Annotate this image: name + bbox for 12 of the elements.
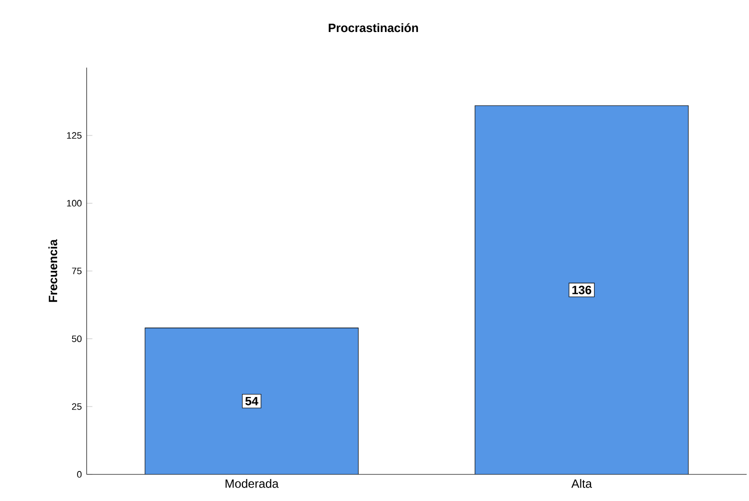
chart-title: Procrastinación bbox=[328, 23, 418, 32]
y-tick-label: 0 bbox=[77, 471, 82, 478]
x-tick-label: Alta bbox=[571, 479, 592, 488]
y-tick-label: 25 bbox=[72, 403, 82, 410]
x-tick-label: Moderada bbox=[226, 479, 279, 488]
y-tick-label: 75 bbox=[72, 268, 82, 274]
data-label: 136 bbox=[572, 286, 592, 294]
y-tick-label: 100 bbox=[67, 200, 82, 207]
y-tick-label: 50 bbox=[72, 335, 82, 342]
y-axis-title: Frecuencia bbox=[48, 239, 58, 302]
data-label: 54 bbox=[245, 396, 258, 406]
y-tick-label: 125 bbox=[67, 132, 82, 139]
